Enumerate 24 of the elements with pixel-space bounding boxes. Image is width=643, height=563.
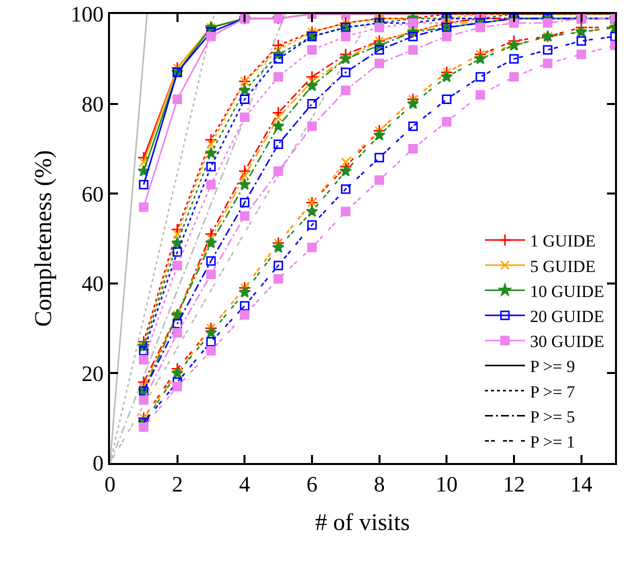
legend-label: 1 GUIDE <box>530 232 596 251</box>
legend-label: P >= 5 <box>530 407 575 426</box>
x-tick-label: 2 <box>172 471 183 496</box>
x-axis-title: # of visits <box>315 510 410 536</box>
x-tick-label: 6 <box>306 471 318 496</box>
x-tick-label: 10 <box>436 471 458 496</box>
y-tick-label: 40 <box>82 271 104 296</box>
y-tick-label: 80 <box>82 92 104 116</box>
x-tick-label: 12 <box>503 471 525 496</box>
y-tick-label: 60 <box>82 181 104 206</box>
y-axis-title: Completeness (%) <box>31 150 58 327</box>
legend-label: 30 GUIDE <box>530 332 604 352</box>
legend-label: 10 GUIDE <box>530 282 604 301</box>
legend-label: 20 GUIDE <box>530 306 604 326</box>
legend-label: 5 GUIDE <box>530 256 596 276</box>
x-tick-label: 8 <box>374 471 385 496</box>
y-tick-label: 0 <box>92 450 104 476</box>
y-tick-label: 100 <box>70 2 104 27</box>
y-tick-label: 20 <box>82 360 104 386</box>
legend-label: P >= 7 <box>530 382 576 402</box>
x-tick-label: 4 <box>239 471 250 496</box>
legend-label: P >= 9 <box>530 357 575 376</box>
x-tick-label: 14 <box>570 471 592 496</box>
legend-label: P >= 1 <box>530 432 575 452</box>
